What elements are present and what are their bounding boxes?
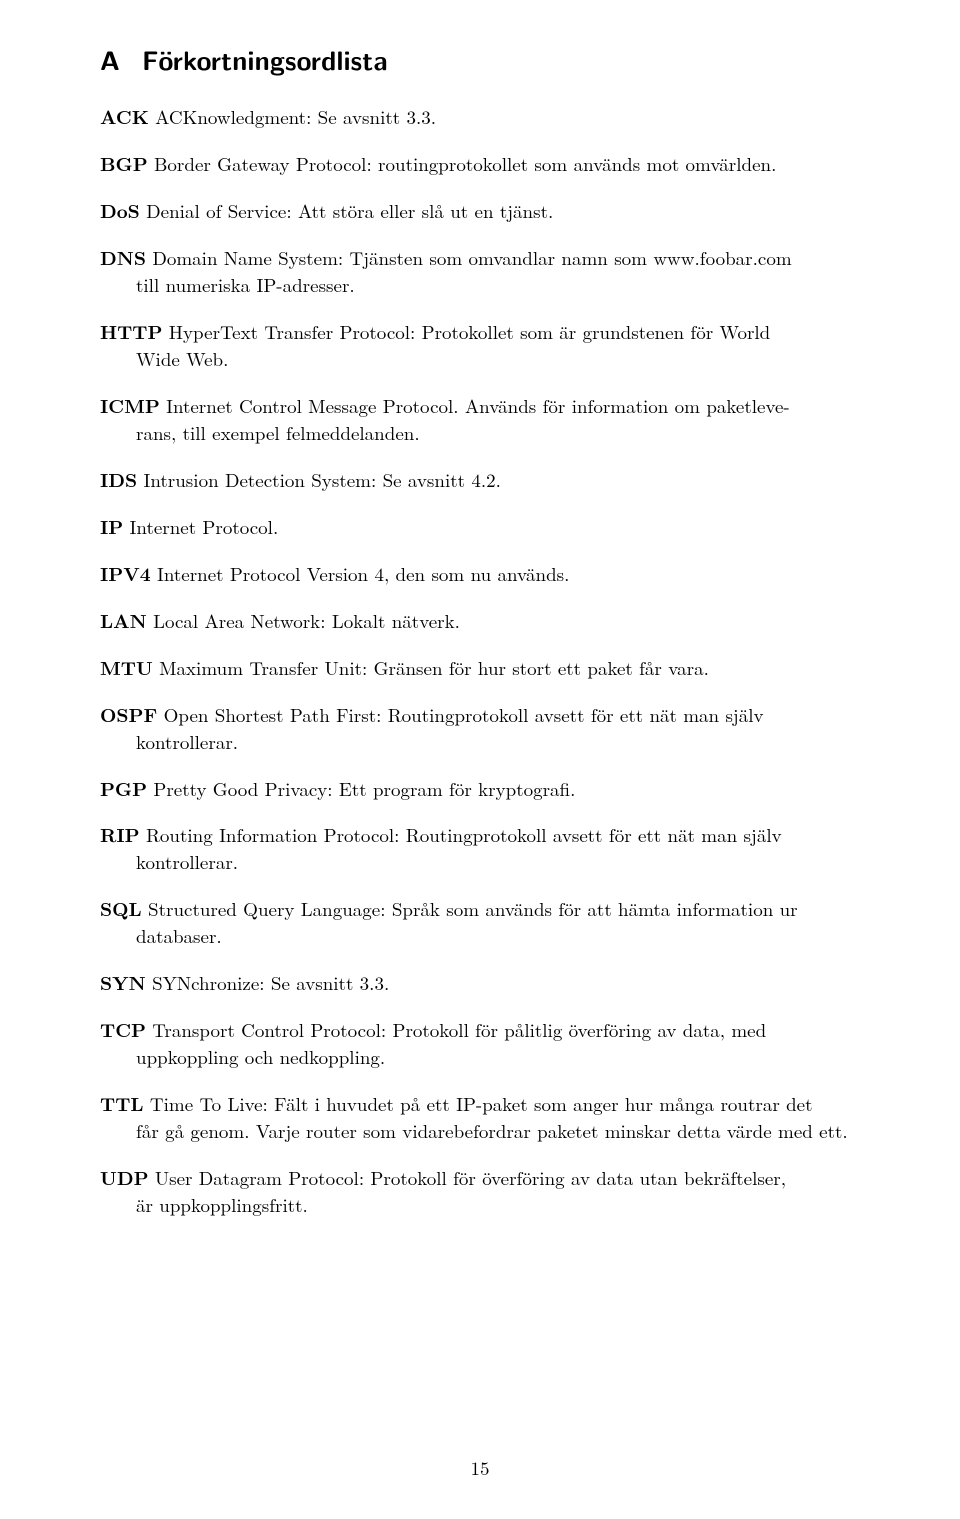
glossary-term: LAN bbox=[100, 606, 147, 634]
section-letter: A bbox=[100, 40, 120, 79]
glossary-term: IPV4 bbox=[100, 559, 151, 587]
glossary-definition-line1: Domain Name System: Tjänsten som omvandl… bbox=[152, 244, 791, 271]
glossary-term: DNS bbox=[100, 243, 146, 271]
glossary-entry: DoS Denial of Service: Att störa eller s… bbox=[100, 197, 860, 225]
glossary-term: MTU bbox=[100, 653, 153, 681]
glossary-definition-cont: är uppkopplingsfritt. bbox=[100, 1192, 860, 1219]
glossary-definition-line1: Routing Information Protocol: Routingpro… bbox=[146, 821, 782, 848]
glossary-definition-cont: kontrollerar. bbox=[100, 729, 860, 756]
glossary-definition: Maximum Transfer Unit: Gränsen för hur s… bbox=[159, 654, 709, 681]
glossary-entry: TTL Time To Live: Fält i huvudet på ett … bbox=[100, 1090, 860, 1145]
glossary-entry: IDS Intrusion Detection System: Se avsni… bbox=[100, 466, 860, 494]
glossary-term: OSPF bbox=[100, 700, 157, 728]
glossary-entry: ICMP Internet Control Message Protocol. … bbox=[100, 392, 860, 447]
glossary-entry: HTTP HyperText Transfer Protocol: Protok… bbox=[100, 318, 860, 373]
section-title: Förkortningsordlista bbox=[142, 40, 388, 79]
glossary-term: DoS bbox=[100, 196, 140, 224]
glossary-definition: SYNchronize: Se avsnitt 3.3. bbox=[152, 969, 389, 996]
glossary-term: RIP bbox=[100, 820, 140, 848]
glossary-term: HTTP bbox=[100, 317, 162, 345]
glossary-definition: Denial of Service: Att störa eller slå u… bbox=[146, 197, 553, 224]
glossary-term: UDP bbox=[100, 1163, 149, 1191]
glossary-definition: Border Gateway Protocol: routingprotokol… bbox=[154, 150, 776, 177]
glossary-definition-line1: Transport Control Protocol: Protokoll fö… bbox=[152, 1016, 766, 1043]
glossary-definition: Internet Protocol. bbox=[130, 513, 279, 540]
glossary-term: ACK bbox=[100, 102, 149, 130]
glossary-definition-cont: får gå genom. Varje router som vidarebef… bbox=[100, 1118, 860, 1145]
glossary-definition-cont: uppkoppling och nedkoppling. bbox=[100, 1044, 860, 1071]
glossary-definition-cont: rans, till exempel felmeddelanden. bbox=[100, 420, 860, 447]
glossary-entry: ACK ACKnowledgment: Se avsnitt 3.3. bbox=[100, 103, 860, 131]
glossary-entry: RIP Routing Information Protocol: Routin… bbox=[100, 821, 860, 876]
glossary-term: IP bbox=[100, 512, 123, 540]
glossary-definition-cont: till numeriska IP-adresser. bbox=[100, 272, 860, 299]
glossary-definition-line1: Structured Query Language: Språk som anv… bbox=[148, 895, 798, 922]
glossary-definition-line1: Open Shortest Path First: Routingprotoko… bbox=[164, 701, 764, 728]
glossary-term: BGP bbox=[100, 149, 148, 177]
glossary-term: TCP bbox=[100, 1015, 146, 1043]
glossary-definition-line1: Internet Control Message Protocol. Använ… bbox=[166, 392, 790, 419]
glossary-definition: Pretty Good Privacy: Ett program för kry… bbox=[153, 775, 575, 802]
glossary-entry: MTU Maximum Transfer Unit: Gränsen för h… bbox=[100, 654, 860, 682]
glossary-term: SYN bbox=[100, 968, 146, 996]
glossary-definition-cont: databaser. bbox=[100, 923, 860, 950]
section-heading: A Förkortningsordlista bbox=[100, 40, 860, 79]
glossary-definition: ACKnowledgment: Se avsnitt 3.3. bbox=[155, 103, 436, 130]
glossary-definition-cont: Wide Web. bbox=[100, 346, 860, 373]
glossary-term: SQL bbox=[100, 894, 142, 922]
glossary-entry: SYN SYNchronize: Se avsnitt 3.3. bbox=[100, 969, 860, 997]
glossary-entry: UDP User Datagram Protocol: Protokoll fö… bbox=[100, 1164, 860, 1219]
glossary-definition-line1: User Datagram Protocol: Protokoll för öv… bbox=[155, 1164, 786, 1191]
glossary-definition: Local Area Network: Lokalt nätverk. bbox=[153, 607, 460, 634]
glossary-definition: Internet Protocol Version 4, den som nu … bbox=[157, 560, 569, 587]
glossary-term: TTL bbox=[100, 1089, 144, 1117]
definition-list: ACK ACKnowledgment: Se avsnitt 3.3. BGP B… bbox=[100, 103, 860, 1219]
glossary-definition-cont: kontrollerar. bbox=[100, 849, 860, 876]
glossary-entry: OSPF Open Shortest Path First: Routingpr… bbox=[100, 701, 860, 756]
glossary-entry: DNS Domain Name System: Tjänsten som omv… bbox=[100, 244, 860, 299]
glossary-term: IDS bbox=[100, 465, 137, 493]
glossary-entry: TCP Transport Control Protocol: Protokol… bbox=[100, 1016, 860, 1071]
glossary-entry: BGP Border Gateway Protocol: routingprot… bbox=[100, 150, 860, 178]
glossary-definition-line1: HyperText Transfer Protocol: Protokollet… bbox=[169, 318, 771, 345]
glossary-definition: Intrusion Detection System: Se avsnitt 4… bbox=[144, 466, 501, 493]
glossary-entry: IPV4 Internet Protocol Version 4, den so… bbox=[100, 560, 860, 588]
glossary-entry: IP Internet Protocol. bbox=[100, 513, 860, 541]
glossary-term: PGP bbox=[100, 774, 147, 802]
page-number: 15 bbox=[0, 1454, 960, 1481]
glossary-entry: PGP Pretty Good Privacy: Ett program för… bbox=[100, 775, 860, 803]
glossary-definition-line1: Time To Live: Fält i huvudet på ett IP-p… bbox=[150, 1090, 813, 1117]
glossary-entry: SQL Structured Query Language: Språk som… bbox=[100, 895, 860, 950]
glossary-term: ICMP bbox=[100, 391, 160, 419]
glossary-entry: LAN Local Area Network: Lokalt nätverk. bbox=[100, 607, 860, 635]
